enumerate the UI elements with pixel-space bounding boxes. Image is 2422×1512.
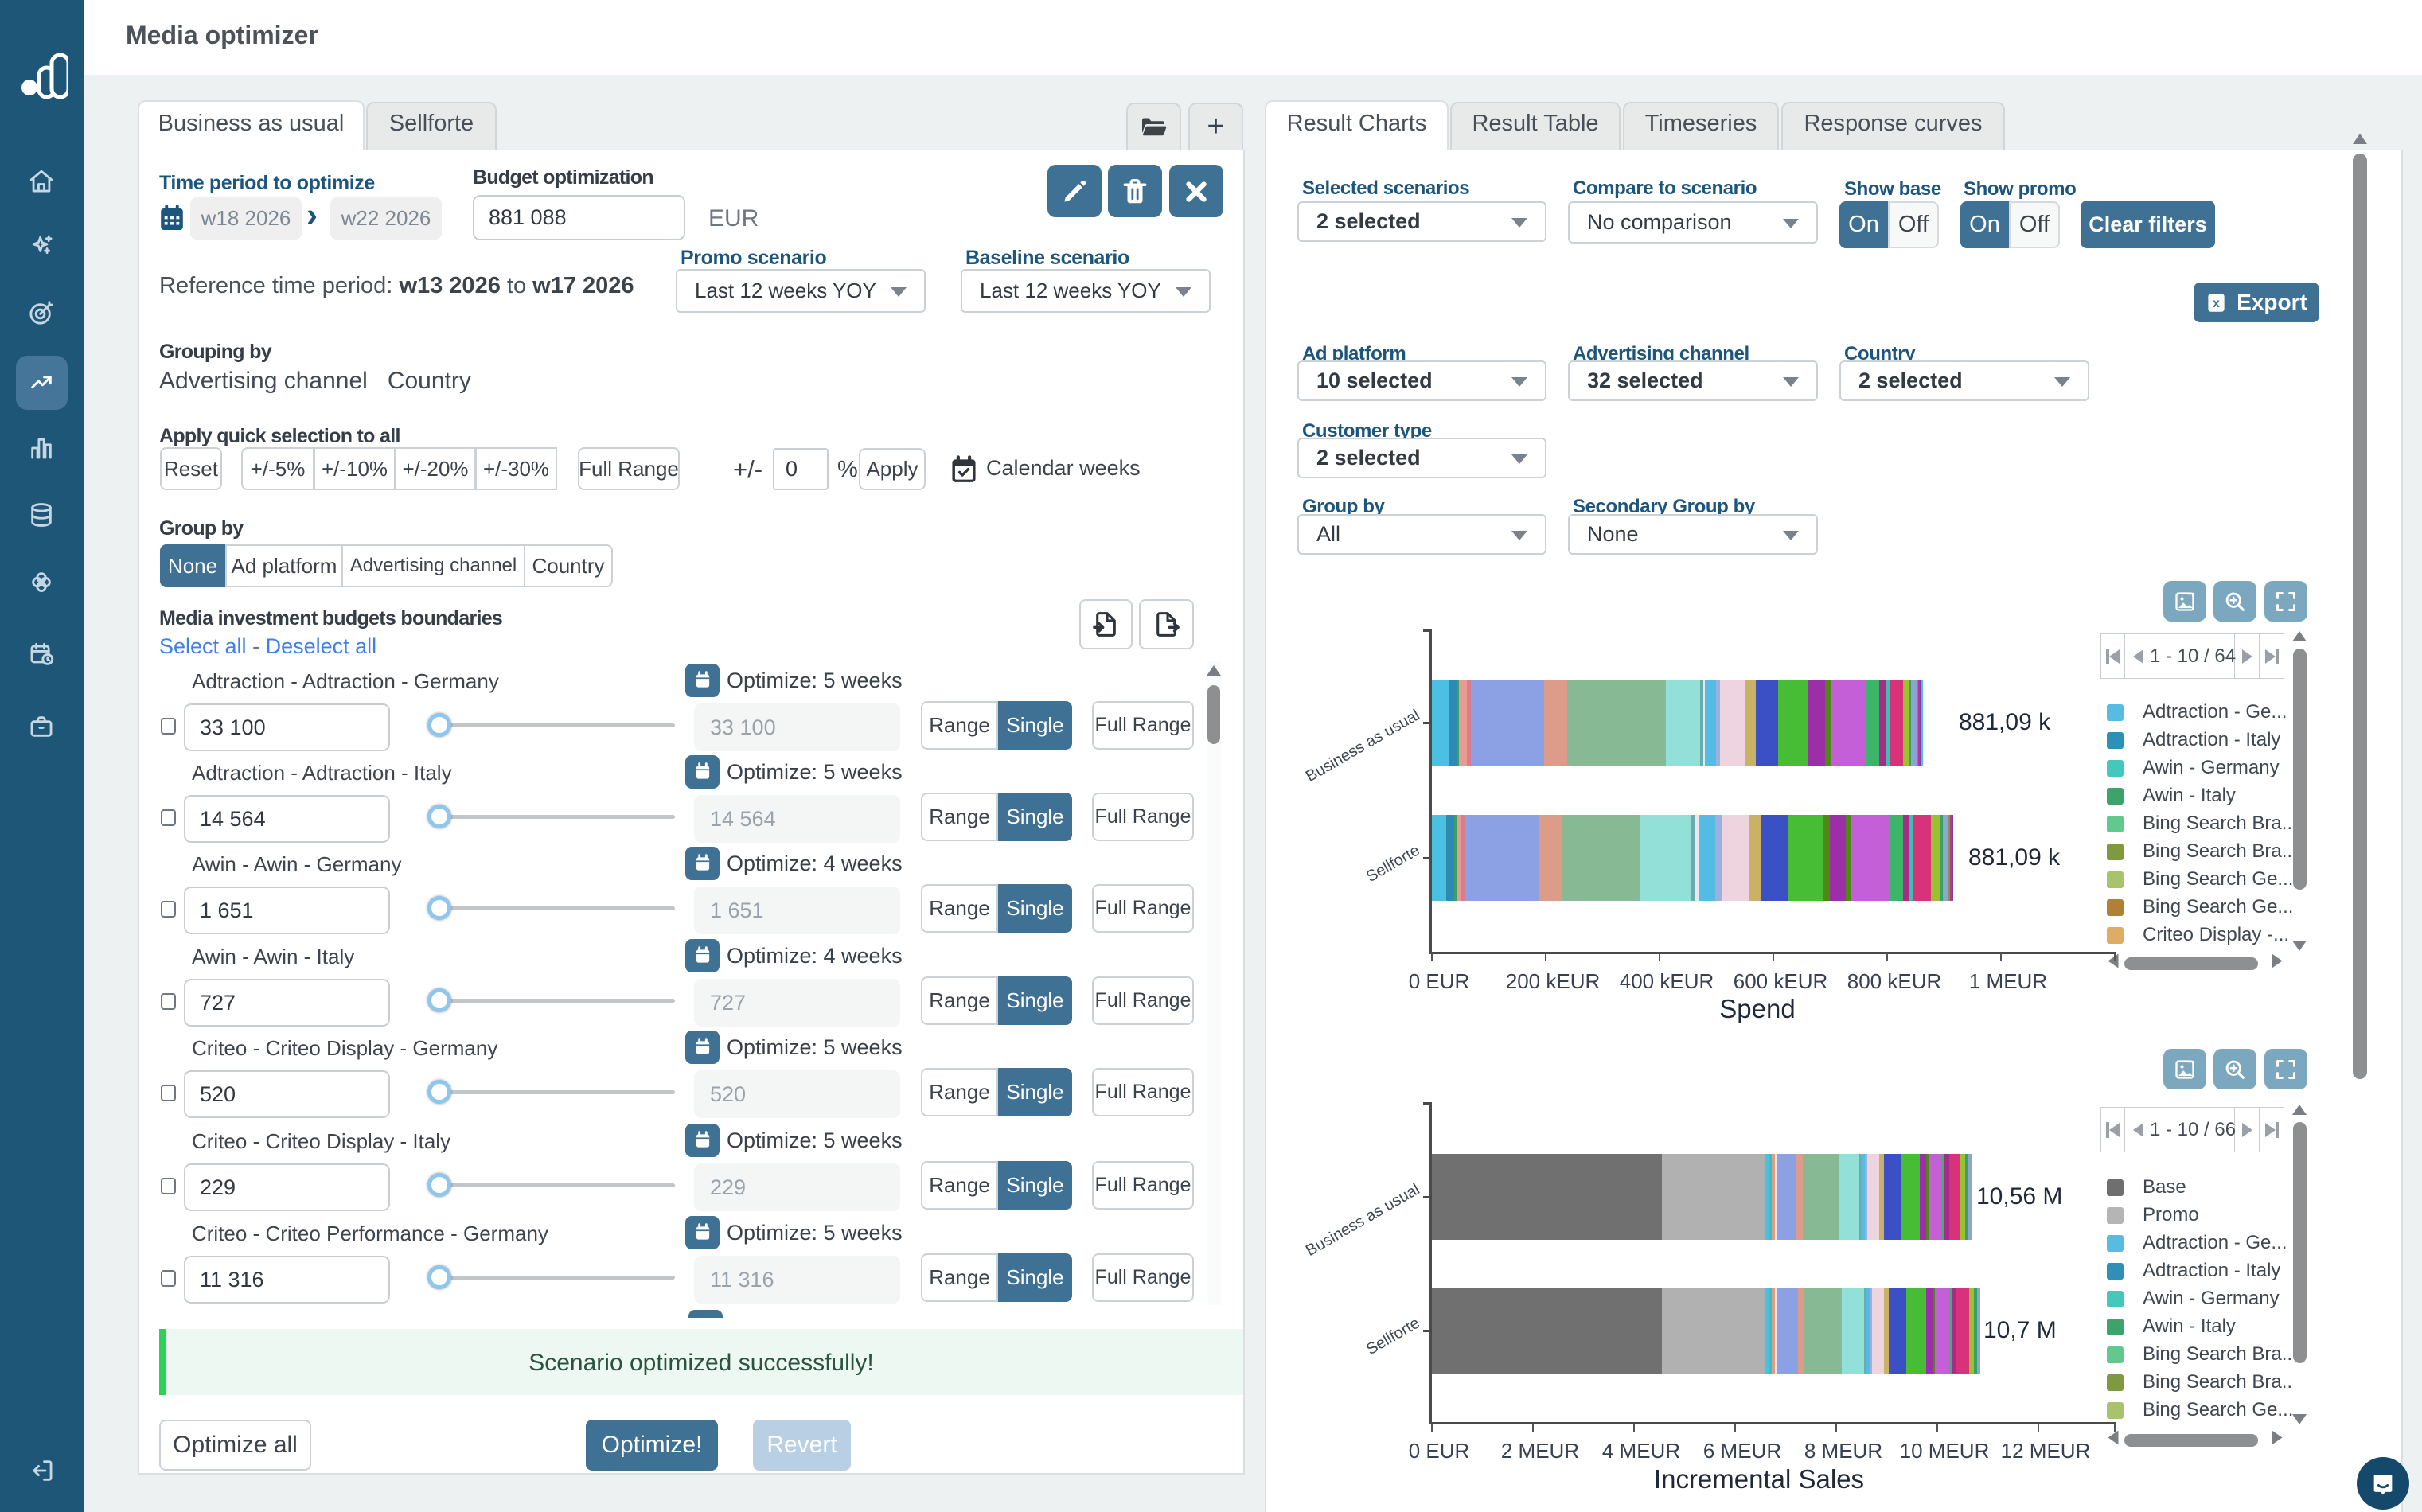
svg-text:x: x bbox=[2213, 297, 2220, 310]
